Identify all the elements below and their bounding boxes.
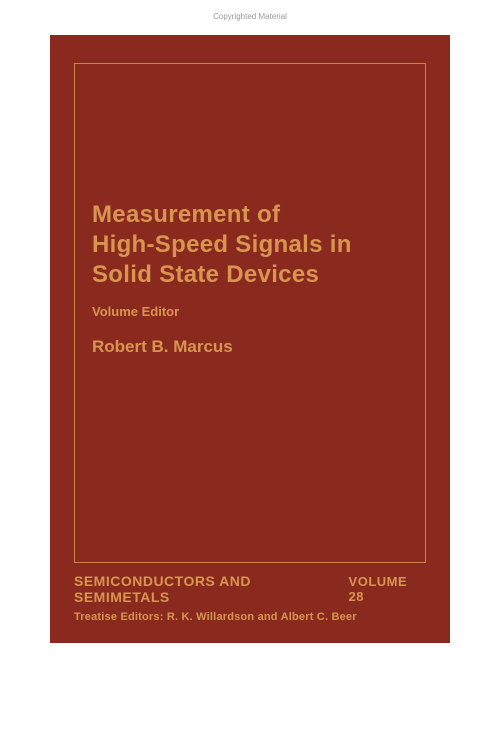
page-container: Copyrighted Material Measurement of High… xyxy=(0,0,500,749)
book-title: Measurement of High-Speed Signals in Sol… xyxy=(92,200,408,290)
title-line-2: High-Speed Signals in xyxy=(92,230,408,260)
title-line-3: Solid State Devices xyxy=(92,260,408,290)
series-line: SEMICONDUCTORS AND SEMIMETALS VOLUME 28 xyxy=(74,573,426,605)
series-block: SEMICONDUCTORS AND SEMIMETALS VOLUME 28 … xyxy=(74,573,426,623)
treatise-names: R. K. Willardson and Albert C. Beer xyxy=(167,611,357,623)
editor-name: Robert B. Marcus xyxy=(92,337,408,357)
title-block: Measurement of High-Speed Signals in Sol… xyxy=(92,200,408,357)
treatise-line: Treatise Editors: R. K. Willardson and A… xyxy=(74,611,426,623)
series-title: SEMICONDUCTORS AND SEMIMETALS xyxy=(74,573,349,605)
copyright-notice: Copyrighted Material xyxy=(0,12,500,21)
title-line-1: Measurement of xyxy=(92,200,408,230)
volume-label: VOLUME 28 xyxy=(349,574,426,604)
book-cover: Measurement of High-Speed Signals in Sol… xyxy=(50,35,450,643)
editor-label: Volume Editor xyxy=(92,304,408,319)
treatise-label: Treatise Editors: xyxy=(74,611,164,623)
